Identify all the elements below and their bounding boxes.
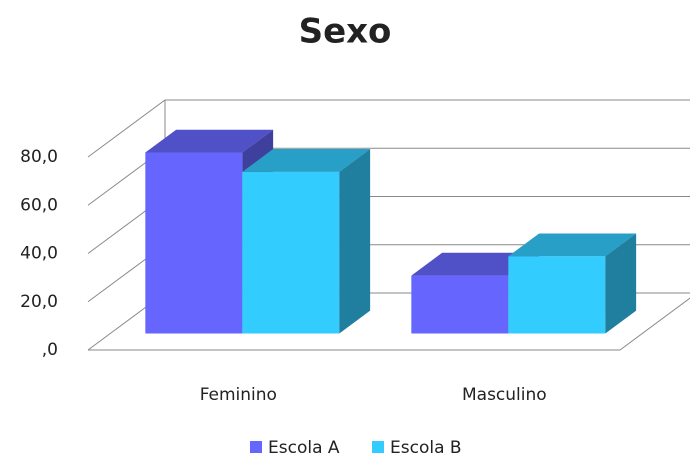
bar-front: [411, 275, 509, 334]
x-tick-label: Masculino: [462, 385, 547, 405]
y-tick-label: 80,0: [20, 147, 58, 167]
bar-top: [145, 129, 274, 153]
y-tick-label: ,0: [42, 340, 58, 360]
bar-top: [411, 252, 540, 276]
bar-front: [508, 256, 606, 334]
bar: [508, 233, 637, 334]
chart-title: Sexo: [299, 12, 392, 52]
y-tick-label: 40,0: [20, 244, 58, 264]
y-tick-label: 20,0: [20, 292, 58, 312]
legend-swatch: [250, 441, 262, 453]
bar-front: [242, 171, 340, 334]
bar-top: [242, 149, 371, 172]
legend-label: Escola A: [268, 438, 340, 457]
legend-label: Escola B: [390, 438, 462, 457]
bar: [242, 149, 371, 334]
bar-side: [339, 149, 371, 334]
bar-front: [145, 152, 243, 334]
legend-swatch: [372, 441, 384, 453]
x-tick-label: Feminino: [200, 385, 277, 405]
bar-side: [605, 233, 637, 334]
floor-edge: [88, 297, 690, 351]
y-tick-label: 60,0: [20, 195, 58, 215]
bar-top: [508, 233, 637, 257]
